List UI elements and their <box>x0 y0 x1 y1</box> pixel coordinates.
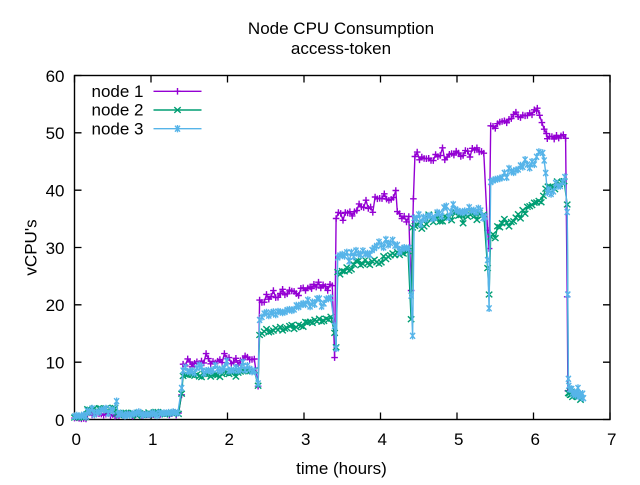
svg-text:40: 40 <box>46 182 65 201</box>
svg-text:4: 4 <box>377 430 386 449</box>
svg-text:50: 50 <box>46 124 65 143</box>
svg-text:20: 20 <box>46 296 65 315</box>
svg-text:node 3: node 3 <box>92 119 144 138</box>
svg-text:2: 2 <box>224 430 233 449</box>
svg-text:vCPU's: vCPU's <box>22 219 41 275</box>
svg-text:0: 0 <box>55 411 64 430</box>
svg-text:3: 3 <box>301 430 310 449</box>
svg-text:30: 30 <box>46 239 65 258</box>
svg-text:0: 0 <box>71 430 80 449</box>
svg-text:Node CPU Consumption: Node CPU Consumption <box>248 19 434 38</box>
svg-text:7: 7 <box>607 430 616 449</box>
svg-text:1: 1 <box>148 430 157 449</box>
svg-text:node 1: node 1 <box>92 82 144 101</box>
svg-text:node 2: node 2 <box>92 101 144 120</box>
svg-text:60: 60 <box>46 67 65 86</box>
svg-text:6: 6 <box>530 430 539 449</box>
svg-text:10: 10 <box>46 354 65 373</box>
svg-text:access-token: access-token <box>291 39 391 58</box>
svg-text:5: 5 <box>454 430 463 449</box>
svg-text:time (hours): time (hours) <box>296 459 387 478</box>
